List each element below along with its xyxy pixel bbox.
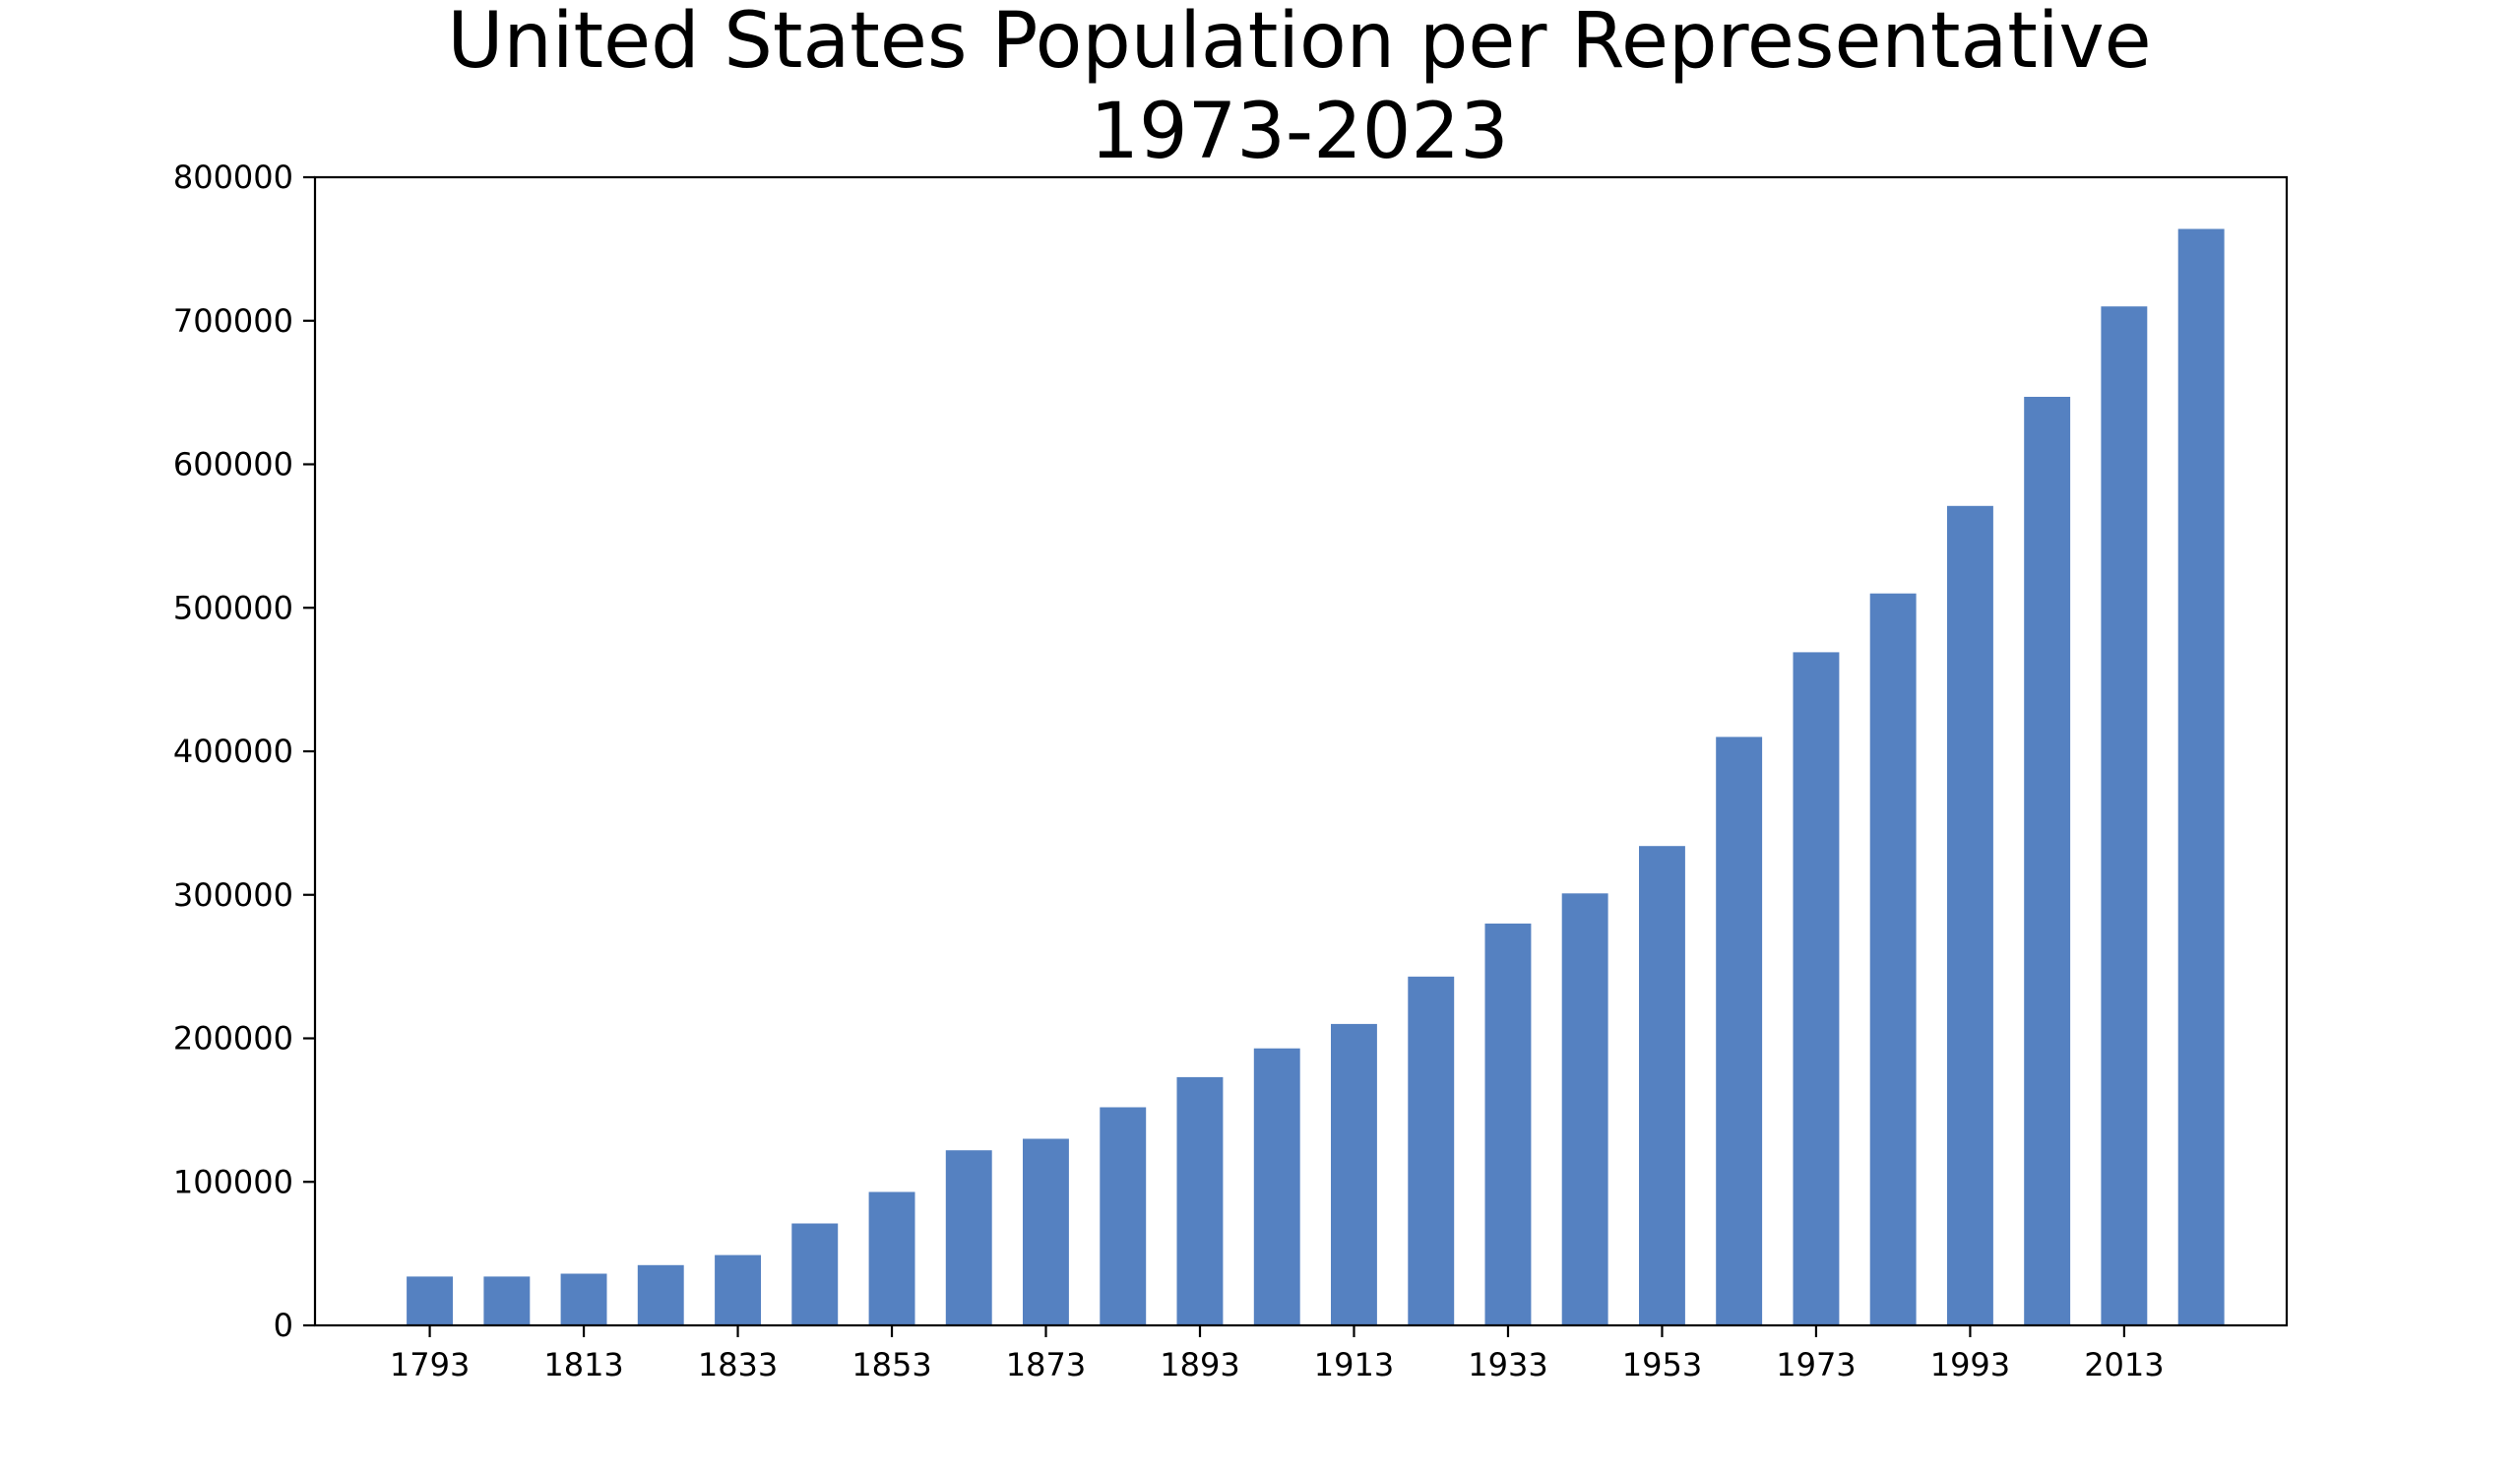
bar-1883 bbox=[1100, 1107, 1147, 1325]
bar-1793 bbox=[407, 1276, 453, 1325]
x-tick-label: 1933 bbox=[1468, 1346, 1547, 1383]
x-tick-label: 1973 bbox=[1776, 1346, 1856, 1383]
bar-2023 bbox=[2177, 228, 2225, 1325]
x-axis: 1793 1813 1833 1853 1873 1893 1913 1933 1953 1973… bbox=[390, 1325, 2165, 1383]
bar-1803 bbox=[483, 1276, 531, 1325]
x-tick-label: 1893 bbox=[1160, 1346, 1239, 1383]
bar-1903 bbox=[1253, 1048, 1300, 1325]
bar-1863 bbox=[945, 1150, 992, 1325]
y-tick-label: 600000 bbox=[173, 446, 293, 483]
bar-1853 bbox=[868, 1191, 915, 1325]
bar-2003 bbox=[2024, 397, 2071, 1325]
x-tick-label: 1813 bbox=[543, 1346, 623, 1383]
bar-group bbox=[407, 228, 2225, 1326]
bar-1823 bbox=[637, 1264, 684, 1325]
x-tick-label: 1873 bbox=[1006, 1346, 1086, 1383]
bar-1953 bbox=[1639, 846, 1685, 1325]
bar-1923 bbox=[1408, 976, 1455, 1325]
y-tick-label: 500000 bbox=[173, 589, 293, 626]
bar-1893 bbox=[1176, 1076, 1224, 1325]
y-axis: 0 100000 200000 300000 400000 500000 600000 700… bbox=[173, 159, 315, 1344]
x-tick-label: 1993 bbox=[1930, 1346, 2010, 1383]
bar-1833 bbox=[715, 1254, 761, 1325]
y-tick-label: 800000 bbox=[173, 159, 293, 196]
plot-area-frame bbox=[313, 175, 2289, 1327]
y-tick-label: 400000 bbox=[173, 733, 293, 770]
y-tick-label: 0 bbox=[274, 1307, 293, 1344]
y-tick-label: 100000 bbox=[173, 1163, 293, 1200]
x-tick-label: 2013 bbox=[2084, 1346, 2164, 1383]
y-tick-label: 300000 bbox=[173, 876, 293, 914]
x-tick-label: 1793 bbox=[390, 1346, 470, 1383]
x-tick-label: 1913 bbox=[1314, 1346, 1394, 1383]
bar-1963 bbox=[1716, 737, 1763, 1325]
bar-2013 bbox=[2101, 306, 2148, 1326]
y-tick-label: 200000 bbox=[173, 1020, 293, 1058]
bar-1843 bbox=[791, 1223, 839, 1325]
x-tick-label: 1853 bbox=[851, 1346, 931, 1383]
chart-title-line-1: United States Population per Representat… bbox=[447, 0, 2151, 86]
bar-1993 bbox=[1947, 505, 1993, 1325]
chart-title-line-2: 1973-2023 bbox=[1090, 88, 1508, 176]
bar-1933 bbox=[1484, 923, 1532, 1325]
bar-1943 bbox=[1561, 893, 1608, 1325]
x-tick-label: 1953 bbox=[1622, 1346, 1702, 1383]
bar-1973 bbox=[1793, 652, 1840, 1325]
bar-1813 bbox=[560, 1273, 607, 1325]
bar-1913 bbox=[1331, 1023, 1377, 1325]
bar-1983 bbox=[1869, 593, 1917, 1325]
bar-1873 bbox=[1023, 1138, 1069, 1325]
x-tick-label: 1833 bbox=[698, 1346, 778, 1383]
y-tick-label: 700000 bbox=[173, 302, 293, 340]
